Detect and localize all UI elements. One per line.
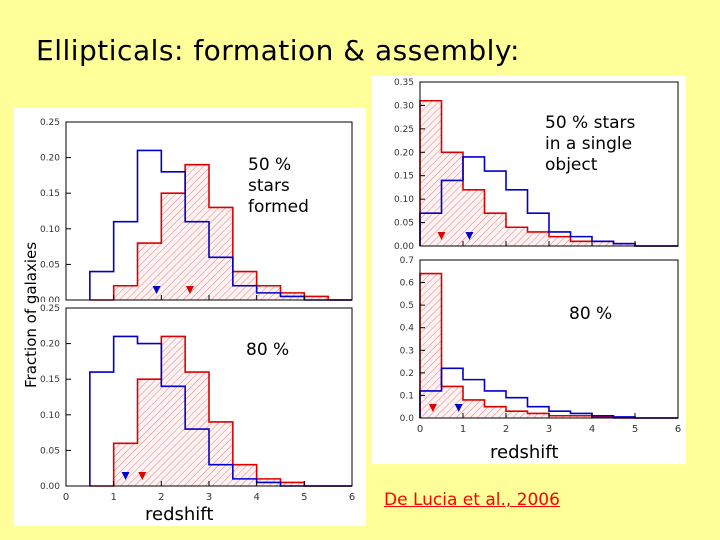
y-tick-label: 0.0 xyxy=(400,414,415,424)
histogram-right-top: 0.00 0.05 0.10 0.15 0.20 0.25 0.30 0.35 xyxy=(372,76,686,254)
annotation-line: in a single xyxy=(545,134,633,154)
y-tick-label: 0.15 xyxy=(394,172,414,182)
red-series-histogram xyxy=(89,163,352,301)
x-tick-label: 5 xyxy=(632,424,638,435)
x-tick-label: 3 xyxy=(546,424,552,435)
x-tick-label: 4 xyxy=(253,492,259,503)
y-tick-label: 0.25 xyxy=(40,304,60,314)
x-tick-label: 1 xyxy=(460,424,466,435)
x-tick-label: 5 xyxy=(301,492,307,503)
slide-title: Ellipticals: formation & assembly: xyxy=(36,34,520,67)
y-tick-label: 0.5 xyxy=(400,301,414,311)
red-series-hatched-area xyxy=(89,164,352,300)
x-tick-label: 4 xyxy=(589,424,595,435)
red-median-marker xyxy=(138,472,147,480)
x-tick-label: 0 xyxy=(63,492,69,503)
y-tick-label: 0.10 xyxy=(40,411,60,421)
x-tick-label: 1 xyxy=(110,492,116,503)
blue-series-histogram xyxy=(89,149,352,301)
y-tick-label: 0.20 xyxy=(40,340,60,350)
annotation-left-top: 50 % stars formed xyxy=(248,155,309,218)
y-tick-label: 0.00 xyxy=(40,482,60,492)
y-tick-label: 0.05 xyxy=(40,260,60,270)
blue-series-histogram xyxy=(89,335,352,487)
y-tick-label: 0.25 xyxy=(40,118,60,128)
histogram-left-bottom: 0.00 0.05 0.10 0.15 0.20 0.25 0 1 2 3 4 5 6 xyxy=(14,302,366,526)
x-axis-label-left: redshift xyxy=(145,504,214,525)
y-tick-label: 0.20 xyxy=(40,154,60,164)
y-tick-label: 0.10 xyxy=(40,225,60,235)
histogram-right-bottom: 0.0 0.1 0.2 0.3 0.4 0.5 0.6 0.7 0 1 2 3 4 5 6 xyxy=(372,254,686,464)
annotation-line: 50 % xyxy=(248,155,292,175)
annotation-line: object xyxy=(545,155,598,175)
red-median-marker xyxy=(437,232,446,240)
plot-background xyxy=(372,76,686,254)
red-series-histogram xyxy=(89,335,352,487)
annotation-line: 50 % stars xyxy=(545,113,636,133)
histogram-left-top: 0.00 0.05 0.10 0.15 0.20 0.25 xyxy=(14,108,366,302)
annotation-left-bottom: 80 % xyxy=(246,340,290,360)
blue-median-marker xyxy=(121,472,130,480)
red-series-hatched-area xyxy=(89,336,352,486)
blue-median-marker xyxy=(454,404,463,412)
y-tick-label: 0.30 xyxy=(394,101,414,111)
x-tick-label: 6 xyxy=(349,492,355,503)
y-tick-label: 0.3 xyxy=(400,346,414,356)
blue-median-marker xyxy=(465,232,474,240)
x-axis-label-right: redshift xyxy=(490,442,559,463)
y-tick-label: 0.15 xyxy=(40,375,60,385)
blue-series-histogram xyxy=(419,367,678,419)
annotation-right-bottom: 80 % xyxy=(569,304,613,324)
y-tick-label: 0.2 xyxy=(400,369,414,379)
annotation-right-top: 50 % stars in a single object xyxy=(545,113,635,176)
red-median-marker xyxy=(185,286,194,294)
red-series-hatched-area xyxy=(420,273,678,418)
y-tick-label: 0.35 xyxy=(394,78,414,88)
y-tick-label: 0.05 xyxy=(394,219,414,229)
x-tick-label: 3 xyxy=(206,492,212,503)
blue-series-histogram xyxy=(419,156,678,247)
y-tick-label: 0.00 xyxy=(394,242,414,252)
red-median-marker xyxy=(428,404,437,412)
y-tick-label: 0.1 xyxy=(400,391,414,401)
x-tick-label: 0 xyxy=(417,424,423,435)
y-tick-label: 0.20 xyxy=(394,148,414,158)
x-tick-label: 6 xyxy=(675,424,681,435)
x-tick-label: 2 xyxy=(158,492,164,503)
y-tick-label: 0.00 xyxy=(40,296,60,302)
x-tick-label: 2 xyxy=(503,424,509,435)
annotation-line: stars xyxy=(248,176,290,196)
annotation-line: formed xyxy=(248,197,309,217)
citation-link[interactable]: De Lucia et al., 2006 xyxy=(384,490,560,510)
y-tick-label: 0.10 xyxy=(394,195,414,205)
y-tick-label: 0.4 xyxy=(400,324,415,334)
y-tick-label: 0.7 xyxy=(400,256,414,266)
y-tick-label: 0.25 xyxy=(394,125,414,135)
y-tick-label: 0.6 xyxy=(400,279,415,289)
blue-median-marker xyxy=(152,286,161,294)
y-axis-label: Fraction of galaxies xyxy=(22,241,40,388)
y-tick-label: 0.15 xyxy=(40,189,60,199)
y-tick-label: 0.05 xyxy=(40,446,60,456)
